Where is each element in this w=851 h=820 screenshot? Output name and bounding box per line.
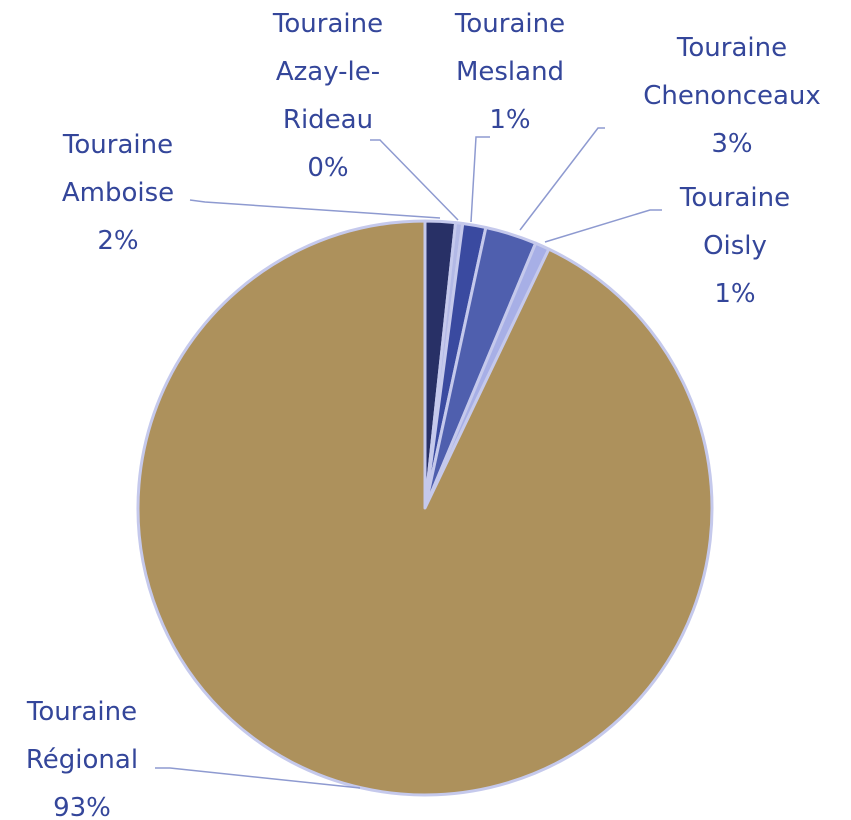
data-label: Touraine Azay-le-Rideau 0% (258, 0, 398, 192)
slices (136, 219, 714, 797)
value-label: 1% (714, 279, 756, 309)
value-label: 3% (711, 129, 753, 159)
leader-lines (155, 127, 662, 789)
data-label: Touraine Chenonceaux 3% (612, 24, 851, 168)
value-label: 1% (489, 105, 531, 135)
data-label: Touraine Oisly 1% (660, 174, 810, 318)
leader-line (155, 767, 361, 789)
pie-slice (136, 219, 714, 797)
category-label: Touraine Amboise (61, 130, 175, 208)
data-label: Touraine Mesland 1% (435, 0, 585, 144)
category-label: Touraine Azay-le-Rideau (272, 9, 384, 135)
category-label: Touraine Chenonceaux (643, 33, 821, 111)
value-label: 0% (307, 153, 349, 183)
leader-line (470, 136, 490, 223)
leader-line (519, 127, 605, 231)
category-label: Touraine Régional (25, 697, 139, 775)
category-label: Touraine Oisly (679, 183, 791, 261)
leader-line (544, 209, 662, 243)
value-label: 93% (53, 793, 111, 820)
leader-line (189, 199, 441, 219)
data-label: Touraine Amboise 2% (43, 121, 193, 265)
leader-line (370, 139, 459, 221)
value-label: 2% (97, 226, 139, 256)
category-label: Touraine Mesland (454, 9, 566, 87)
data-label: Touraine Régional 93% (7, 688, 157, 820)
